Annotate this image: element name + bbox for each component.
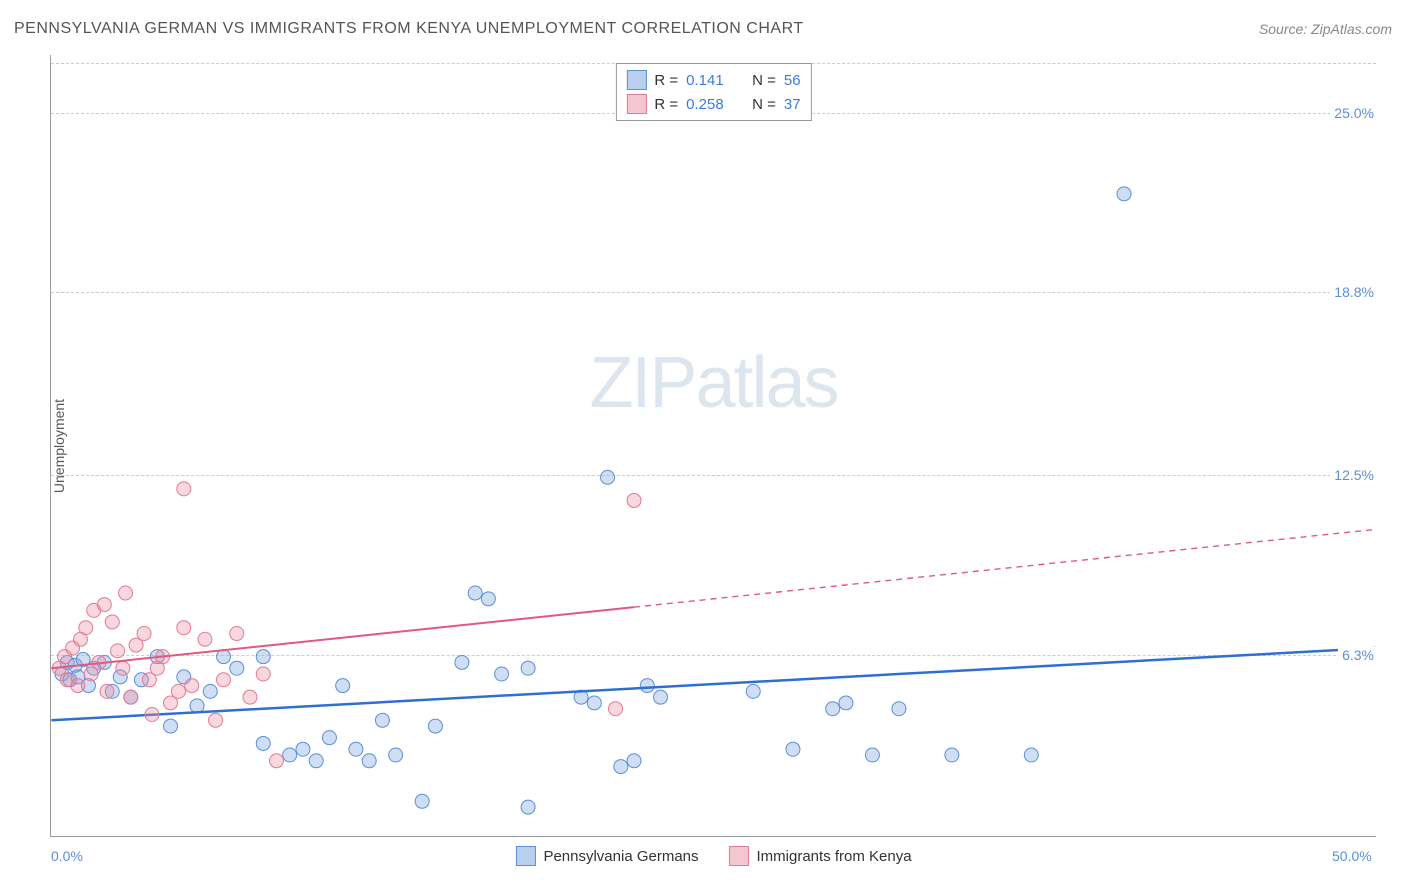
data-point — [495, 667, 509, 681]
data-point — [185, 679, 199, 693]
data-point — [309, 754, 323, 768]
data-point — [190, 699, 204, 713]
data-point — [119, 586, 133, 600]
chart-title: PENNSYLVANIA GERMAN VS IMMIGRANTS FROM K… — [14, 20, 804, 38]
series-legend-label: Pennsylvania Germans — [543, 848, 698, 865]
legend-swatch — [626, 94, 646, 114]
data-point — [654, 690, 668, 704]
data-point — [481, 592, 495, 606]
data-point — [79, 621, 93, 635]
data-point — [609, 702, 623, 716]
data-point — [116, 661, 130, 675]
data-point — [614, 760, 628, 774]
y-tick-label: 25.0% — [1330, 105, 1378, 121]
n-label: N = — [752, 72, 776, 89]
data-point — [171, 684, 185, 698]
data-point — [746, 684, 760, 698]
trend-line-dashed — [634, 529, 1376, 607]
data-point — [428, 719, 442, 733]
legend-swatch — [515, 846, 535, 866]
data-point — [389, 748, 403, 762]
series-legend-label: Immigrants from Kenya — [757, 848, 912, 865]
n-label: N = — [752, 96, 776, 113]
data-point — [640, 679, 654, 693]
data-point — [100, 684, 114, 698]
chart-plot-area: ZIPatlas R =0.141N =56R =0.258N =37 6.3%… — [50, 55, 1376, 837]
x-tick-label: 0.0% — [51, 848, 83, 864]
data-point — [521, 800, 535, 814]
r-label: R = — [654, 72, 678, 89]
data-point — [375, 713, 389, 727]
data-point — [217, 650, 231, 664]
r-value: 0.258 — [686, 96, 736, 113]
data-point — [209, 713, 223, 727]
data-point — [296, 742, 310, 756]
data-point — [256, 650, 270, 664]
data-point — [468, 586, 482, 600]
data-point — [415, 794, 429, 808]
data-point — [198, 632, 212, 646]
data-point — [217, 673, 231, 687]
data-point — [455, 655, 469, 669]
data-point — [203, 684, 217, 698]
trend-line — [51, 648, 1375, 720]
y-tick-label: 18.8% — [1330, 284, 1378, 300]
data-point — [230, 661, 244, 675]
data-point — [124, 690, 138, 704]
data-point — [322, 731, 336, 745]
data-point — [336, 679, 350, 693]
n-value: 56 — [784, 72, 801, 89]
data-point — [627, 493, 641, 507]
y-tick-label: 12.5% — [1330, 467, 1378, 483]
r-value: 0.141 — [686, 72, 736, 89]
data-point — [269, 754, 283, 768]
data-point — [283, 748, 297, 762]
data-point — [1117, 187, 1131, 201]
scatter-plot-svg — [51, 55, 1376, 836]
data-point — [97, 598, 111, 612]
data-point — [627, 754, 641, 768]
data-point — [892, 702, 906, 716]
y-tick-label: 6.3% — [1338, 647, 1378, 663]
data-point — [587, 696, 601, 710]
data-point — [230, 627, 244, 641]
chart-source: Source: ZipAtlas.com — [1259, 21, 1392, 37]
data-point — [105, 615, 119, 629]
legend-swatch — [626, 70, 646, 90]
data-point — [177, 621, 191, 635]
data-point — [111, 644, 125, 658]
series-legend-item: Immigrants from Kenya — [729, 846, 912, 866]
data-point — [945, 748, 959, 762]
data-point — [865, 748, 879, 762]
data-point — [839, 696, 853, 710]
r-label: R = — [654, 96, 678, 113]
data-point — [177, 482, 191, 496]
n-value: 37 — [784, 96, 801, 113]
x-tick-label: 50.0% — [1332, 848, 1372, 864]
correlation-legend-row: R = 0.141 N = 56 — [626, 68, 800, 92]
data-point — [521, 661, 535, 675]
series-legend-item: Pennsylvania Germans — [515, 846, 698, 866]
data-point — [256, 736, 270, 750]
data-point — [826, 702, 840, 716]
data-point — [362, 754, 376, 768]
data-point — [71, 679, 85, 693]
chart-header: PENNSYLVANIA GERMAN VS IMMIGRANTS FROM K… — [14, 20, 1392, 38]
data-point — [786, 742, 800, 756]
data-point — [145, 708, 159, 722]
data-point — [601, 470, 615, 484]
data-point — [164, 719, 178, 733]
correlation-legend-row: R = 0.258 N = 37 — [626, 92, 800, 116]
data-point — [349, 742, 363, 756]
data-point — [1024, 748, 1038, 762]
correlation-legend: R = 0.141 N = 56 R = 0.258 N = 37 — [615, 63, 811, 121]
data-point — [256, 667, 270, 681]
legend-swatch — [729, 846, 749, 866]
data-point — [243, 690, 257, 704]
series-legend: Pennsylvania Germans Immigrants from Keny… — [515, 846, 911, 866]
data-point — [137, 627, 151, 641]
